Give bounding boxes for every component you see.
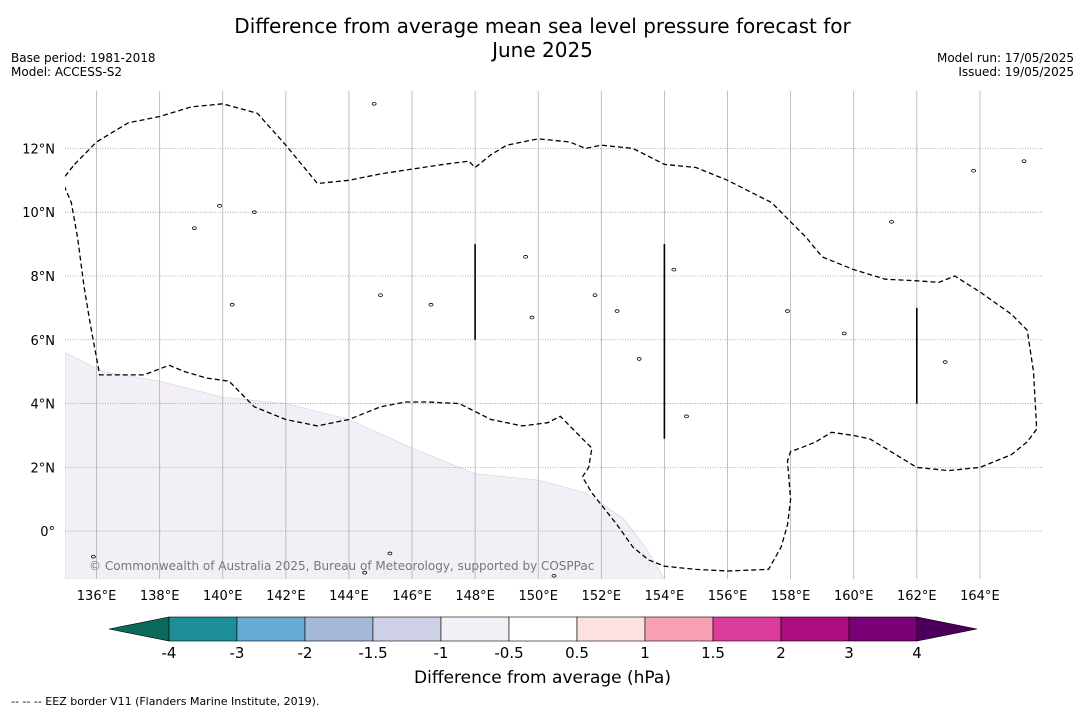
lon-tick-label: 160°E: [834, 589, 874, 604]
colorbar-bin: [168, 616, 238, 642]
lat-tick-label: 10°N: [22, 206, 55, 221]
colorbar-bin: [644, 616, 714, 642]
island-outline: [191, 226, 197, 230]
colorbar-tick-label: -0.5: [494, 644, 523, 662]
lat-tick-label: 0°: [40, 525, 55, 540]
colorbar: -4 -3 -2 -1.5 -1 -0.5 0.5 1 1.5 2 3 4: [108, 616, 978, 662]
lon-tick-label: 156°E: [708, 589, 748, 604]
colorbar-bin: [304, 616, 374, 642]
islands: [90, 101, 1027, 578]
island-outline: [942, 360, 948, 364]
island-outline: [362, 570, 368, 575]
island-outline: [229, 302, 235, 307]
lat-tick-label: 8°N: [31, 270, 56, 285]
colorbar-bin: [372, 616, 442, 642]
island-outline: [529, 315, 535, 320]
island-outline: [387, 551, 393, 556]
colorbar-bin: [236, 616, 306, 642]
colorbar-tick-label: -3: [230, 644, 245, 662]
colorbar-tick-label: 0.5: [565, 644, 589, 662]
colorbar-over-arrow: [916, 616, 978, 642]
island-outline: [251, 210, 257, 215]
lon-tick-label: 162°E: [897, 589, 937, 604]
lat-tick-label: 4°N: [31, 398, 56, 413]
lon-tick-label: 150°E: [518, 589, 558, 604]
longitude-labels: 136°E 138°E 140°E 142°E 144°E 146°E 148°E 150°E…: [77, 589, 1000, 604]
colorbar-tick-label: -1: [434, 644, 449, 662]
colorbar-bin: [848, 616, 918, 642]
lat-tick-label: 2°N: [31, 461, 56, 476]
eez-legend-note: -- -- -- EEZ border V11 (Flanders Marine…: [11, 695, 320, 708]
island-outline: [428, 302, 434, 307]
colorbar-tick-label: 3: [844, 644, 854, 662]
island-outline: [371, 101, 377, 106]
eez-border-line: [65, 103, 1038, 572]
island-outline: [971, 168, 976, 173]
colorbar-tick-label: -2: [298, 644, 313, 662]
eez-borders: [65, 103, 1038, 572]
colorbar-under-arrow: [108, 616, 170, 642]
island-outline: [785, 309, 790, 313]
meta-left: Base period: 1981-2018 Model: ACCESS-S2: [11, 51, 156, 79]
lon-tick-label: 138°E: [140, 589, 180, 604]
island-outline: [636, 357, 642, 361]
island-outline: [671, 267, 677, 272]
anomaly-contour-fill: [65, 352, 665, 579]
anomaly-layer: [65, 352, 665, 579]
model-run: Model run: 17/05/2025: [936, 51, 1074, 65]
colorbar-tick-label: 4: [912, 644, 922, 662]
lon-tick-label: 140°E: [203, 589, 243, 604]
lon-tick-label: 144°E: [329, 589, 369, 604]
island-outline: [889, 219, 894, 224]
island-outline: [551, 574, 557, 578]
lon-tick-label: 146°E: [392, 589, 432, 604]
copyright-text: © Commonwealth of Australia 2025, Bureau…: [89, 559, 594, 573]
graticule: [65, 91, 1043, 579]
colorbar-tick-label: 1: [640, 644, 650, 662]
island-outline: [841, 331, 847, 336]
colorbar-bin: [576, 616, 646, 642]
colorbar-tick-label: 1.5: [701, 644, 725, 662]
latitude-labels: 0° 2°N 4°N 6°N 8°N 10°N 12°N: [22, 142, 55, 540]
lon-tick-label: 142°E: [266, 589, 306, 604]
island-outline: [1021, 159, 1027, 163]
colorbar-tick-label: 2: [776, 644, 786, 662]
island-outline: [378, 293, 383, 297]
lon-tick-label: 164°E: [960, 589, 1000, 604]
island-outline: [684, 414, 689, 419]
island-outline: [90, 554, 96, 559]
title-line-1: Difference from average mean sea level p…: [234, 14, 851, 38]
colorbar-bin: [440, 616, 510, 642]
colorbar-bin: [712, 616, 782, 642]
island-outline: [592, 293, 598, 297]
lon-tick-label: 148°E: [455, 589, 495, 604]
island-outline: [614, 309, 620, 313]
colorbar-tick-label: -1.5: [358, 644, 387, 662]
map-title: Difference from average mean sea level p…: [0, 14, 1085, 62]
lat-tick-label: 6°N: [31, 334, 56, 349]
base-period: Base period: 1981-2018: [11, 51, 156, 65]
colorbar-title: Difference from average (hPa): [414, 668, 671, 688]
colorbar-bin: [780, 616, 850, 642]
lon-tick-label: 154°E: [645, 589, 685, 604]
lon-tick-label: 136°E: [77, 589, 117, 604]
lon-tick-label: 158°E: [771, 589, 811, 604]
model-name: Model: ACCESS-S2: [11, 65, 123, 79]
lat-tick-label: 12°N: [22, 142, 55, 157]
colorbar-bin: [508, 616, 578, 642]
meta-right: Model run: 17/05/2025 Issued: 19/05/2025: [937, 51, 1074, 79]
island-outline: [217, 204, 222, 208]
colorbar-tick-label: -4: [162, 644, 177, 662]
island-outline: [523, 255, 529, 259]
title-line-2: June 2025: [492, 38, 593, 62]
lon-tick-label: 152°E: [582, 589, 622, 604]
issued-date: Issued: 19/05/2025: [958, 65, 1074, 79]
